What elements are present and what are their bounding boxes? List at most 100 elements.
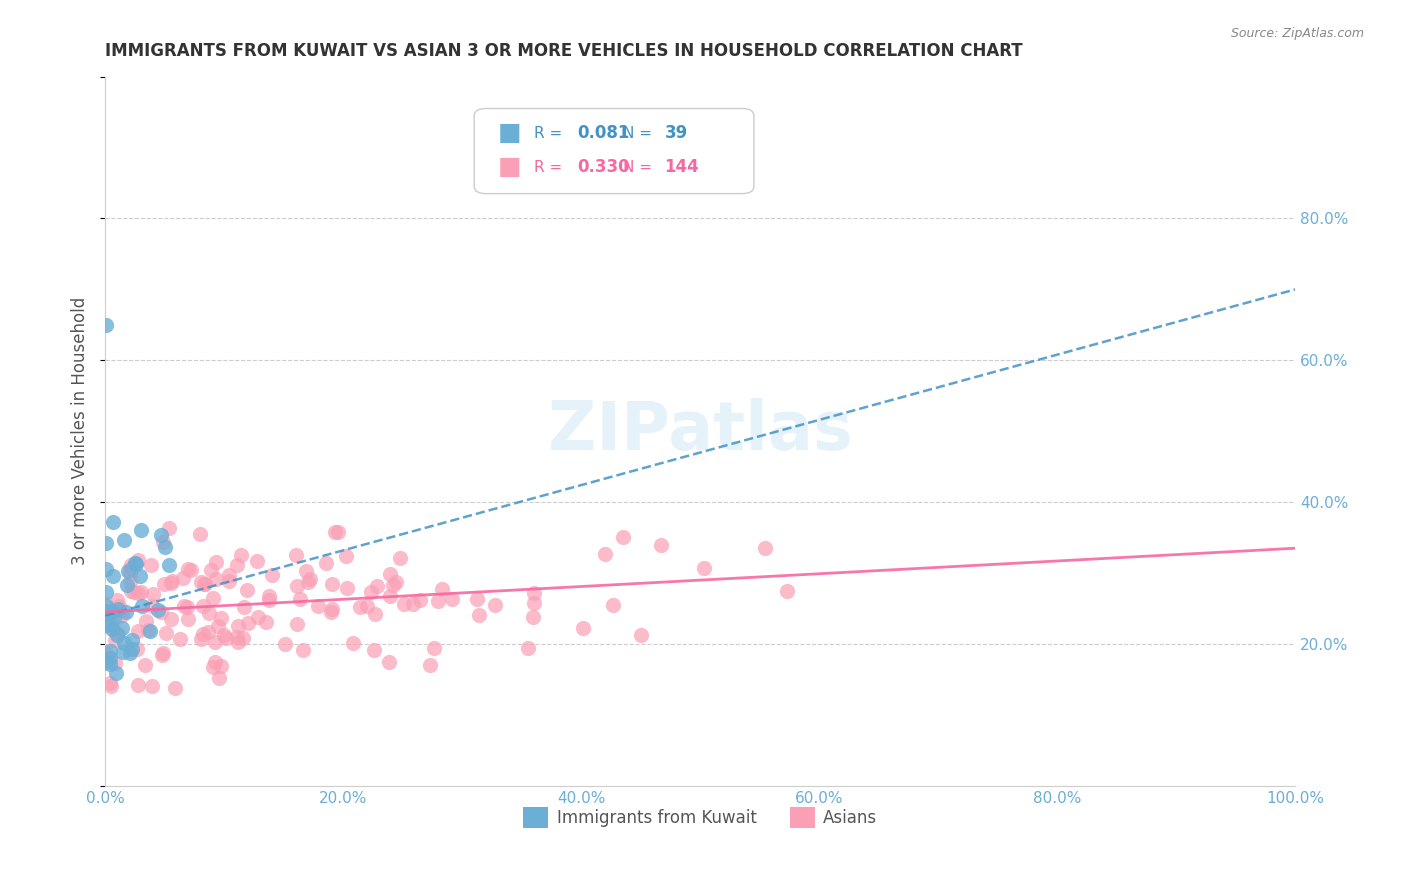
Text: R =: R = bbox=[534, 160, 567, 175]
Point bbox=[142, 587, 165, 601]
Point bbox=[285, 548, 308, 562]
Point bbox=[593, 547, 616, 561]
Point bbox=[98, 643, 121, 657]
Point bbox=[122, 585, 145, 599]
Point bbox=[159, 558, 181, 572]
Point bbox=[356, 599, 378, 613]
Point bbox=[107, 627, 129, 641]
Point bbox=[209, 658, 232, 673]
Point bbox=[101, 569, 124, 583]
Point bbox=[419, 657, 441, 672]
Text: 0.330: 0.330 bbox=[578, 159, 630, 177]
Point bbox=[127, 642, 149, 657]
Text: ■: ■ bbox=[498, 155, 522, 179]
Point bbox=[177, 562, 200, 576]
Point bbox=[176, 600, 198, 615]
Point bbox=[290, 592, 312, 607]
Point bbox=[385, 575, 408, 590]
Point bbox=[200, 563, 222, 577]
Point bbox=[378, 566, 401, 581]
Point bbox=[602, 598, 624, 612]
Point bbox=[120, 558, 142, 572]
Point bbox=[129, 524, 152, 538]
Point bbox=[108, 603, 131, 617]
Point bbox=[96, 598, 118, 612]
Text: R =: R = bbox=[534, 126, 567, 141]
Point bbox=[226, 558, 249, 573]
Point bbox=[190, 632, 212, 646]
Text: ZIPatlas: ZIPatlas bbox=[548, 398, 852, 464]
Point bbox=[121, 633, 143, 648]
Point bbox=[342, 635, 364, 649]
Point bbox=[321, 576, 343, 591]
Point bbox=[522, 586, 544, 600]
Point bbox=[430, 582, 453, 597]
Point bbox=[104, 656, 127, 670]
Point bbox=[207, 619, 229, 633]
Point bbox=[180, 563, 202, 577]
Point bbox=[366, 579, 388, 593]
Point bbox=[96, 646, 118, 660]
Point bbox=[191, 599, 214, 613]
Point bbox=[129, 584, 152, 599]
Point bbox=[157, 521, 180, 535]
Text: 144: 144 bbox=[665, 159, 699, 177]
Point bbox=[96, 562, 118, 576]
Point bbox=[96, 604, 118, 618]
Y-axis label: 3 or more Vehicles in Household: 3 or more Vehicles in Household bbox=[72, 297, 89, 566]
Point bbox=[236, 582, 259, 597]
Point bbox=[197, 624, 219, 639]
Point bbox=[409, 593, 432, 607]
Point bbox=[336, 582, 359, 596]
Point bbox=[121, 642, 143, 657]
Point bbox=[378, 656, 401, 670]
Point bbox=[114, 605, 136, 619]
Point bbox=[150, 605, 173, 619]
Point bbox=[226, 634, 249, 648]
Point bbox=[96, 655, 118, 669]
Point bbox=[523, 596, 546, 610]
Point bbox=[131, 599, 153, 614]
Point bbox=[139, 624, 162, 639]
Point bbox=[274, 637, 297, 651]
Point bbox=[257, 590, 280, 604]
Point bbox=[112, 533, 135, 547]
Point bbox=[111, 621, 134, 635]
Text: ■: ■ bbox=[498, 121, 522, 145]
Point bbox=[155, 625, 177, 640]
Point bbox=[388, 551, 411, 566]
Text: Source: ZipAtlas.com: Source: ZipAtlas.com bbox=[1230, 27, 1364, 40]
Point bbox=[193, 627, 215, 641]
Point bbox=[104, 633, 127, 648]
Point bbox=[321, 602, 343, 616]
Text: 39: 39 bbox=[665, 124, 688, 143]
Point bbox=[141, 679, 163, 693]
Point bbox=[315, 556, 337, 570]
Point bbox=[100, 650, 122, 665]
Point bbox=[423, 640, 446, 655]
Point bbox=[517, 640, 540, 655]
Point bbox=[233, 599, 256, 614]
Point bbox=[467, 591, 489, 606]
Point bbox=[291, 643, 314, 657]
Point bbox=[468, 607, 491, 622]
Point bbox=[100, 606, 122, 620]
Point bbox=[262, 568, 284, 582]
Point bbox=[299, 572, 322, 586]
Point bbox=[121, 561, 143, 575]
Point bbox=[101, 515, 124, 529]
Point bbox=[173, 599, 195, 614]
Point bbox=[96, 536, 118, 550]
Point bbox=[285, 617, 308, 632]
Point bbox=[124, 557, 146, 571]
Point bbox=[204, 635, 226, 649]
Point bbox=[152, 535, 174, 549]
Point bbox=[232, 631, 254, 645]
Point bbox=[630, 628, 652, 642]
Point bbox=[172, 571, 194, 585]
Point bbox=[127, 586, 149, 600]
Point bbox=[335, 549, 357, 563]
Point bbox=[193, 577, 215, 591]
Point bbox=[226, 618, 249, 632]
Point bbox=[98, 676, 121, 690]
